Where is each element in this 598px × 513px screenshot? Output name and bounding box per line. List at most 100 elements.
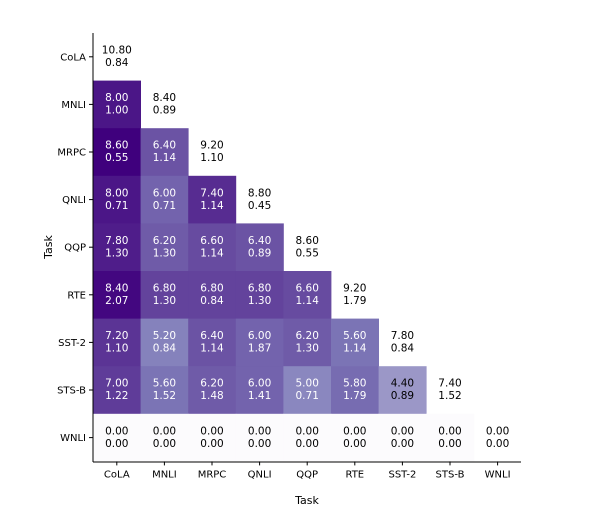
y-tick-label-qnli: QNLI [62,195,86,206]
cell-mean-label: 7.80 [105,235,128,247]
cell-mean-label: 0.00 [343,425,366,437]
heatmap-cell [188,366,237,415]
cell-std-label: 0.00 [486,438,509,450]
cell-mean-label: 7.40 [200,187,223,199]
cell-std-label: 1.30 [296,343,319,355]
y-tick-label-sst-2: SST-2 [58,338,86,349]
cell-mean-label: 0.00 [153,425,176,437]
cell-std-label: 0.89 [391,390,414,402]
cell-mean-label: 9.20 [343,283,366,295]
heatmap-cell [140,318,189,367]
axis-ticks: CoLA MNLI MRPC QNLI QQP RTE SST-2 STS-B WNLI CoLA… [57,52,510,480]
heatmap-cell [235,413,284,462]
heatmap-cell [93,223,141,272]
cell-mean-label: 6.80 [200,283,223,295]
cell-mean-label: 9.20 [200,140,223,152]
heatmap-cell [140,366,189,415]
cell-mean-label: 5.20 [153,330,176,342]
x-tick-label-qnli: QNLI [248,469,272,480]
cell-mean-label: 6.00 [248,330,271,342]
cell-std-label: 0.89 [248,247,271,259]
cell-mean-label: 5.60 [343,330,366,342]
cell-mean-label: 8.60 [105,140,128,152]
heatmap-cell [283,413,332,462]
cell-mean-label: 5.80 [343,378,366,390]
cell-std-label: 1.41 [248,390,271,402]
heatmap-cell [140,128,189,177]
cell-std-label: 1.10 [105,343,128,355]
heatmap-cell [188,223,237,272]
cell-std-label: 2.07 [105,295,128,307]
cell-std-label: 1.22 [105,390,128,402]
cell-mean-label: 0.00 [200,425,223,437]
y-tick-label-sts-b: STS-B [57,386,86,397]
y-tick-label-mnli: MNLI [61,100,86,111]
cell-mean-label: 7.00 [105,378,128,390]
cell-std-label: 1.30 [153,247,176,259]
cell-mean-label: 6.20 [200,378,223,390]
cell-mean-label: 6.40 [200,330,223,342]
heatmap-cell [283,366,332,415]
cell-std-label: 0.55 [105,152,128,164]
heatmap-cell [235,223,284,272]
cell-mean-label: 0.00 [105,425,128,437]
heatmap-cell [331,318,379,367]
cell-mean-label: 10.80 [102,45,132,57]
cell-std-label: 1.14 [296,295,320,307]
heatmap-cell [188,413,237,462]
cell-std-label: 1.48 [200,390,223,402]
cell-std-label: 0.00 [153,438,176,450]
cell-std-label: 1.30 [105,247,128,259]
cell-mean-label: 6.00 [248,378,271,390]
cell-std-label: 1.14 [153,152,177,164]
x-tick-label-rte: RTE [345,469,364,480]
cell-mean-label: 6.40 [248,235,271,247]
cell-std-label: 0.84 [105,57,129,69]
cell-mean-label: 5.00 [296,378,319,390]
heatmap-cell [235,271,284,319]
cell-mean-label: 6.20 [296,330,319,342]
heatmap-cell [93,366,141,415]
heatmap-cell [331,366,379,415]
y-tick-label-cola: CoLA [60,52,86,63]
x-tick-label-cola: CoLA [104,469,130,480]
cell-mean-label: 6.00 [153,187,176,199]
y-tick-label-wnli: WNLI [60,433,86,444]
heatmap-cell [140,223,189,272]
cell-mean-label: 0.00 [486,425,509,437]
cell-std-label: 0.55 [296,247,319,259]
cell-std-label: 1.14 [343,343,367,355]
cell-std-label: 0.00 [248,438,271,450]
heatmap-cell [283,318,332,367]
cell-std-label: 1.14 [200,343,224,355]
heatmap-cell [93,128,141,177]
heatmap-cell [188,175,237,224]
x-tick-label-mnli: MNLI [152,469,177,480]
cell-std-label: 1.10 [200,152,223,164]
cell-std-label: 0.45 [248,200,271,212]
heatmap-cell [140,413,189,462]
cell-std-label: 0.00 [105,438,128,450]
y-axis-title: Task [42,235,55,260]
cell-mean-label: 6.60 [296,283,319,295]
cell-std-label: 1.30 [153,295,176,307]
y-tick-label-qqp: QQP [64,243,86,254]
cell-std-label: 1.14 [200,200,224,212]
x-tick-label-mrpc: MRPC [198,469,227,480]
heatmap-cell [93,175,141,224]
cell-mean-label: 8.40 [153,92,176,104]
cell-std-label: 1.79 [343,390,366,402]
x-tick-label-wnli: WNLI [485,469,511,480]
cell-std-label: 0.89 [153,105,176,117]
cell-mean-label: 8.40 [105,283,128,295]
cell-std-label: 1.87 [248,343,271,355]
cell-std-label: 0.84 [391,343,415,355]
heatmap-cell [283,271,332,319]
y-tick-label-mrpc: MRPC [57,148,86,159]
heatmap-cell [331,413,379,462]
heatmap-cell [93,80,141,129]
cell-mean-label: 8.60 [296,235,319,247]
heatmap-cell [235,318,284,367]
x-tick-label-sts-b: STS-B [436,469,465,480]
cell-mean-label: 4.40 [391,378,414,390]
